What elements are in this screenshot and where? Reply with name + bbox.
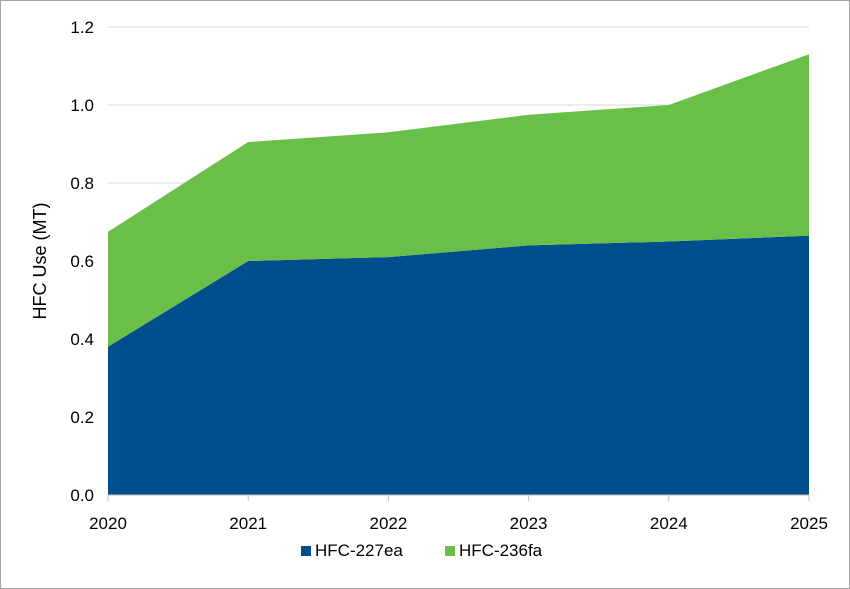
x-tick-label: 2025: [790, 514, 828, 533]
x-tick-label: 2020: [89, 514, 127, 533]
x-tick-label: 2022: [369, 514, 407, 533]
x-tick-label: 2024: [650, 514, 688, 533]
x-axis-tick-marks: [107, 495, 810, 501]
legend-label: HFC-227ea: [315, 541, 403, 560]
legend-swatch-hfc-227ea: [301, 546, 311, 556]
y-axis-title: HFC Use (MT): [30, 203, 50, 320]
area-series: [108, 54, 809, 495]
y-tick-label: 0.2: [70, 408, 94, 427]
area-hfc-236fa: [108, 54, 809, 347]
legend-label: HFC-236fa: [459, 541, 543, 560]
y-tick-label: 0.4: [70, 330, 94, 349]
y-tick-label: 0.8: [70, 174, 94, 193]
x-tick-label: 2021: [229, 514, 267, 533]
y-tick-label: 1.0: [70, 96, 94, 115]
y-tick-label: 1.2: [70, 18, 94, 37]
legend-swatch-hfc-236fa: [445, 546, 455, 556]
x-axis-tick-labels: 2020 2021 2022 2023 2024 2025: [89, 514, 828, 533]
area-hfc-227ea: [108, 235, 809, 495]
x-tick-label: 2023: [510, 514, 548, 533]
legend: HFC-227ea HFC-236fa: [301, 541, 543, 560]
y-tick-label: 0.6: [70, 252, 94, 271]
y-tick-label: 0.0: [70, 486, 94, 505]
y-axis-tick-labels: 0.0 0.2 0.4 0.6 0.8 1.0 1.2: [70, 18, 94, 505]
